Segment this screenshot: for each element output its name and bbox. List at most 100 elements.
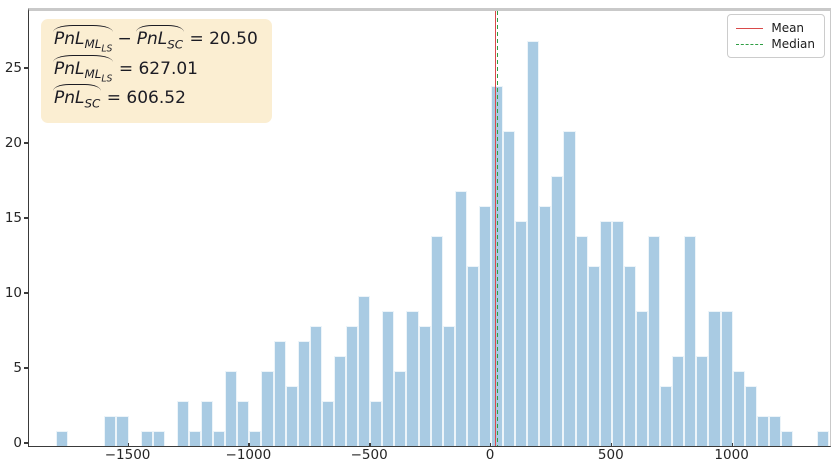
x-tick-label: −1500 [104,447,151,463]
histogram-bar [635,311,649,446]
histogram-bar [478,206,491,446]
histogram-bar [116,416,129,446]
histogram-bar [539,206,552,446]
x-tick-label: 0 [485,447,495,463]
histogram-bar [309,326,322,446]
median-line-swatch-icon [736,43,764,45]
line2-value: = 627.01 [118,58,198,79]
histogram-bar [225,371,238,446]
histogram-bar [720,311,733,446]
histogram-bar [297,341,310,446]
histogram-bars [29,11,830,446]
median-line [497,11,499,446]
histogram-bar [756,416,769,446]
plot-area: PnLMLLS− PnLSC = 20.50 PnLMLLS = 627.01 P… [28,8,831,447]
histogram-bar [563,131,576,446]
y-tick-label: 0 [13,435,22,451]
histogram-bar [285,386,298,446]
histogram-bar [503,131,516,446]
histogram-bar [56,431,69,446]
histogram-bar [648,236,661,446]
y-tick-label: 20 [4,135,22,151]
histogram-bar [188,431,202,446]
histogram-bar [696,356,709,446]
annotation-line-3: PnLSC = 606.52 [53,84,258,113]
histogram-bar [333,356,346,446]
histogram-bar [780,431,794,446]
histogram-bar [623,266,636,446]
histogram-bar [551,176,564,446]
histogram-bar [201,401,214,446]
annotation-box: PnLMLLS− PnLSC = 20.50 PnLMLLS = 627.01 P… [41,19,272,123]
legend-item-mean: Mean [736,20,815,36]
histogram-bar [249,431,262,446]
line3-value: = 606.52 [106,88,186,109]
histogram-bar [466,266,479,446]
pnl-sc-term: PnLSC [53,84,102,113]
x-tick-mark [248,443,250,447]
histogram-bar [273,341,286,446]
histogram-bar [394,371,407,446]
histogram-bar [768,416,781,446]
histogram-bar [708,311,721,446]
histogram-bar [454,191,467,446]
histogram-bar [104,416,117,446]
pnl-sc-term: PnLSC [135,24,185,54]
histogram-bar [176,401,189,446]
line1-value: = 20.50 [189,29,258,49]
y-tick-mark [24,67,28,69]
x-tick-mark [369,443,371,447]
x-tick-label: −1000 [225,447,272,463]
histogram-bar [575,236,588,446]
y-tick-mark [24,142,28,144]
legend-label-mean: Mean [771,21,805,35]
histogram-bar [442,326,455,446]
y-tick-mark [24,292,28,294]
legend: Mean Median [727,14,825,58]
histogram-bar [140,431,153,446]
y-tick-mark [24,217,28,219]
legend-item-median: Median [736,36,815,52]
histogram-bar [744,386,757,446]
histogram-bar [358,296,371,446]
x-tick-mark [610,443,613,447]
annotation-line-2: PnLMLLS = 627.01 [53,54,258,87]
y-tick-label: 25 [4,60,22,76]
histogram-bar [732,371,745,446]
histogram-bar [817,431,830,446]
histogram-bar [213,431,226,446]
legend-label-median: Median [771,37,815,51]
x-tick-mark [489,443,492,447]
histogram-bar [430,236,443,446]
mean-line-swatch-icon [736,27,764,29]
histogram-bar [261,371,274,446]
histogram-bar [587,266,600,446]
histogram-bar [418,326,431,446]
histogram-bar [346,326,359,446]
histogram-bar [406,311,419,446]
minus-operator: − [117,29,132,49]
histogram-bar [490,86,504,446]
histogram-bar [515,221,528,446]
y-tick-mark [24,367,28,369]
pnl-mlls-term: PnLMLLS [53,25,114,55]
histogram-bar [672,356,685,446]
histogram-bar [237,401,250,446]
histogram-bar [611,221,624,446]
pnl-mlls-term: PnLMLLS [53,54,114,85]
histogram-bar [660,386,673,446]
x-tick-mark [731,443,733,447]
histogram-bar [152,431,165,446]
histogram-bar [527,41,540,446]
histogram-bar [599,221,612,446]
x-tick-label: −500 [350,447,388,463]
histogram-bar [370,401,383,446]
x-tick-label: 1000 [714,447,749,463]
mean-line [494,11,497,446]
y-tick-label: 15 [4,210,22,226]
x-tick-label: 500 [597,447,624,463]
histogram-bar [684,236,697,446]
y-tick-mark [24,442,28,444]
histogram-bar [382,311,395,446]
